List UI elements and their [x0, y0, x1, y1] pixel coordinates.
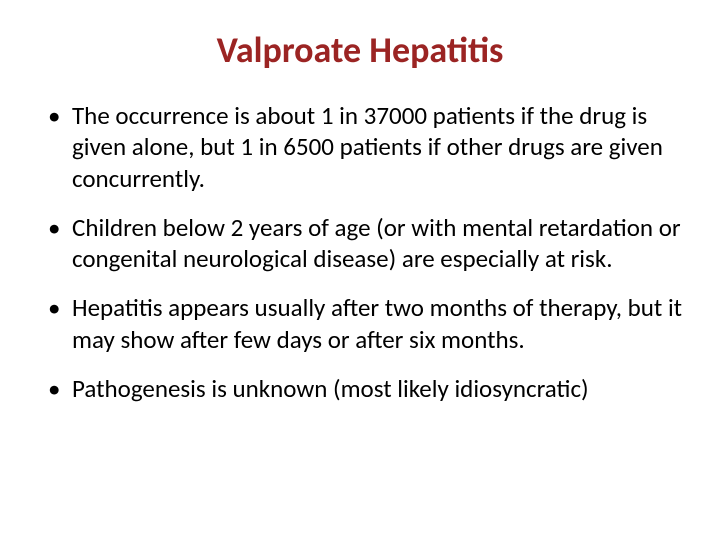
bullet-list: The occurrence is about 1 in 37000 patie… — [36, 100, 684, 404]
bullet-item: Hepatitis appears usually after two mont… — [36, 292, 684, 355]
bullet-item: Pathogenesis is unknown (most likely idi… — [36, 373, 684, 404]
bullet-item: The occurrence is about 1 in 37000 patie… — [36, 100, 684, 194]
bullet-item: Children below 2 years of age (or with m… — [36, 212, 684, 275]
slide-title: Valproate Hepatitis — [36, 28, 684, 72]
